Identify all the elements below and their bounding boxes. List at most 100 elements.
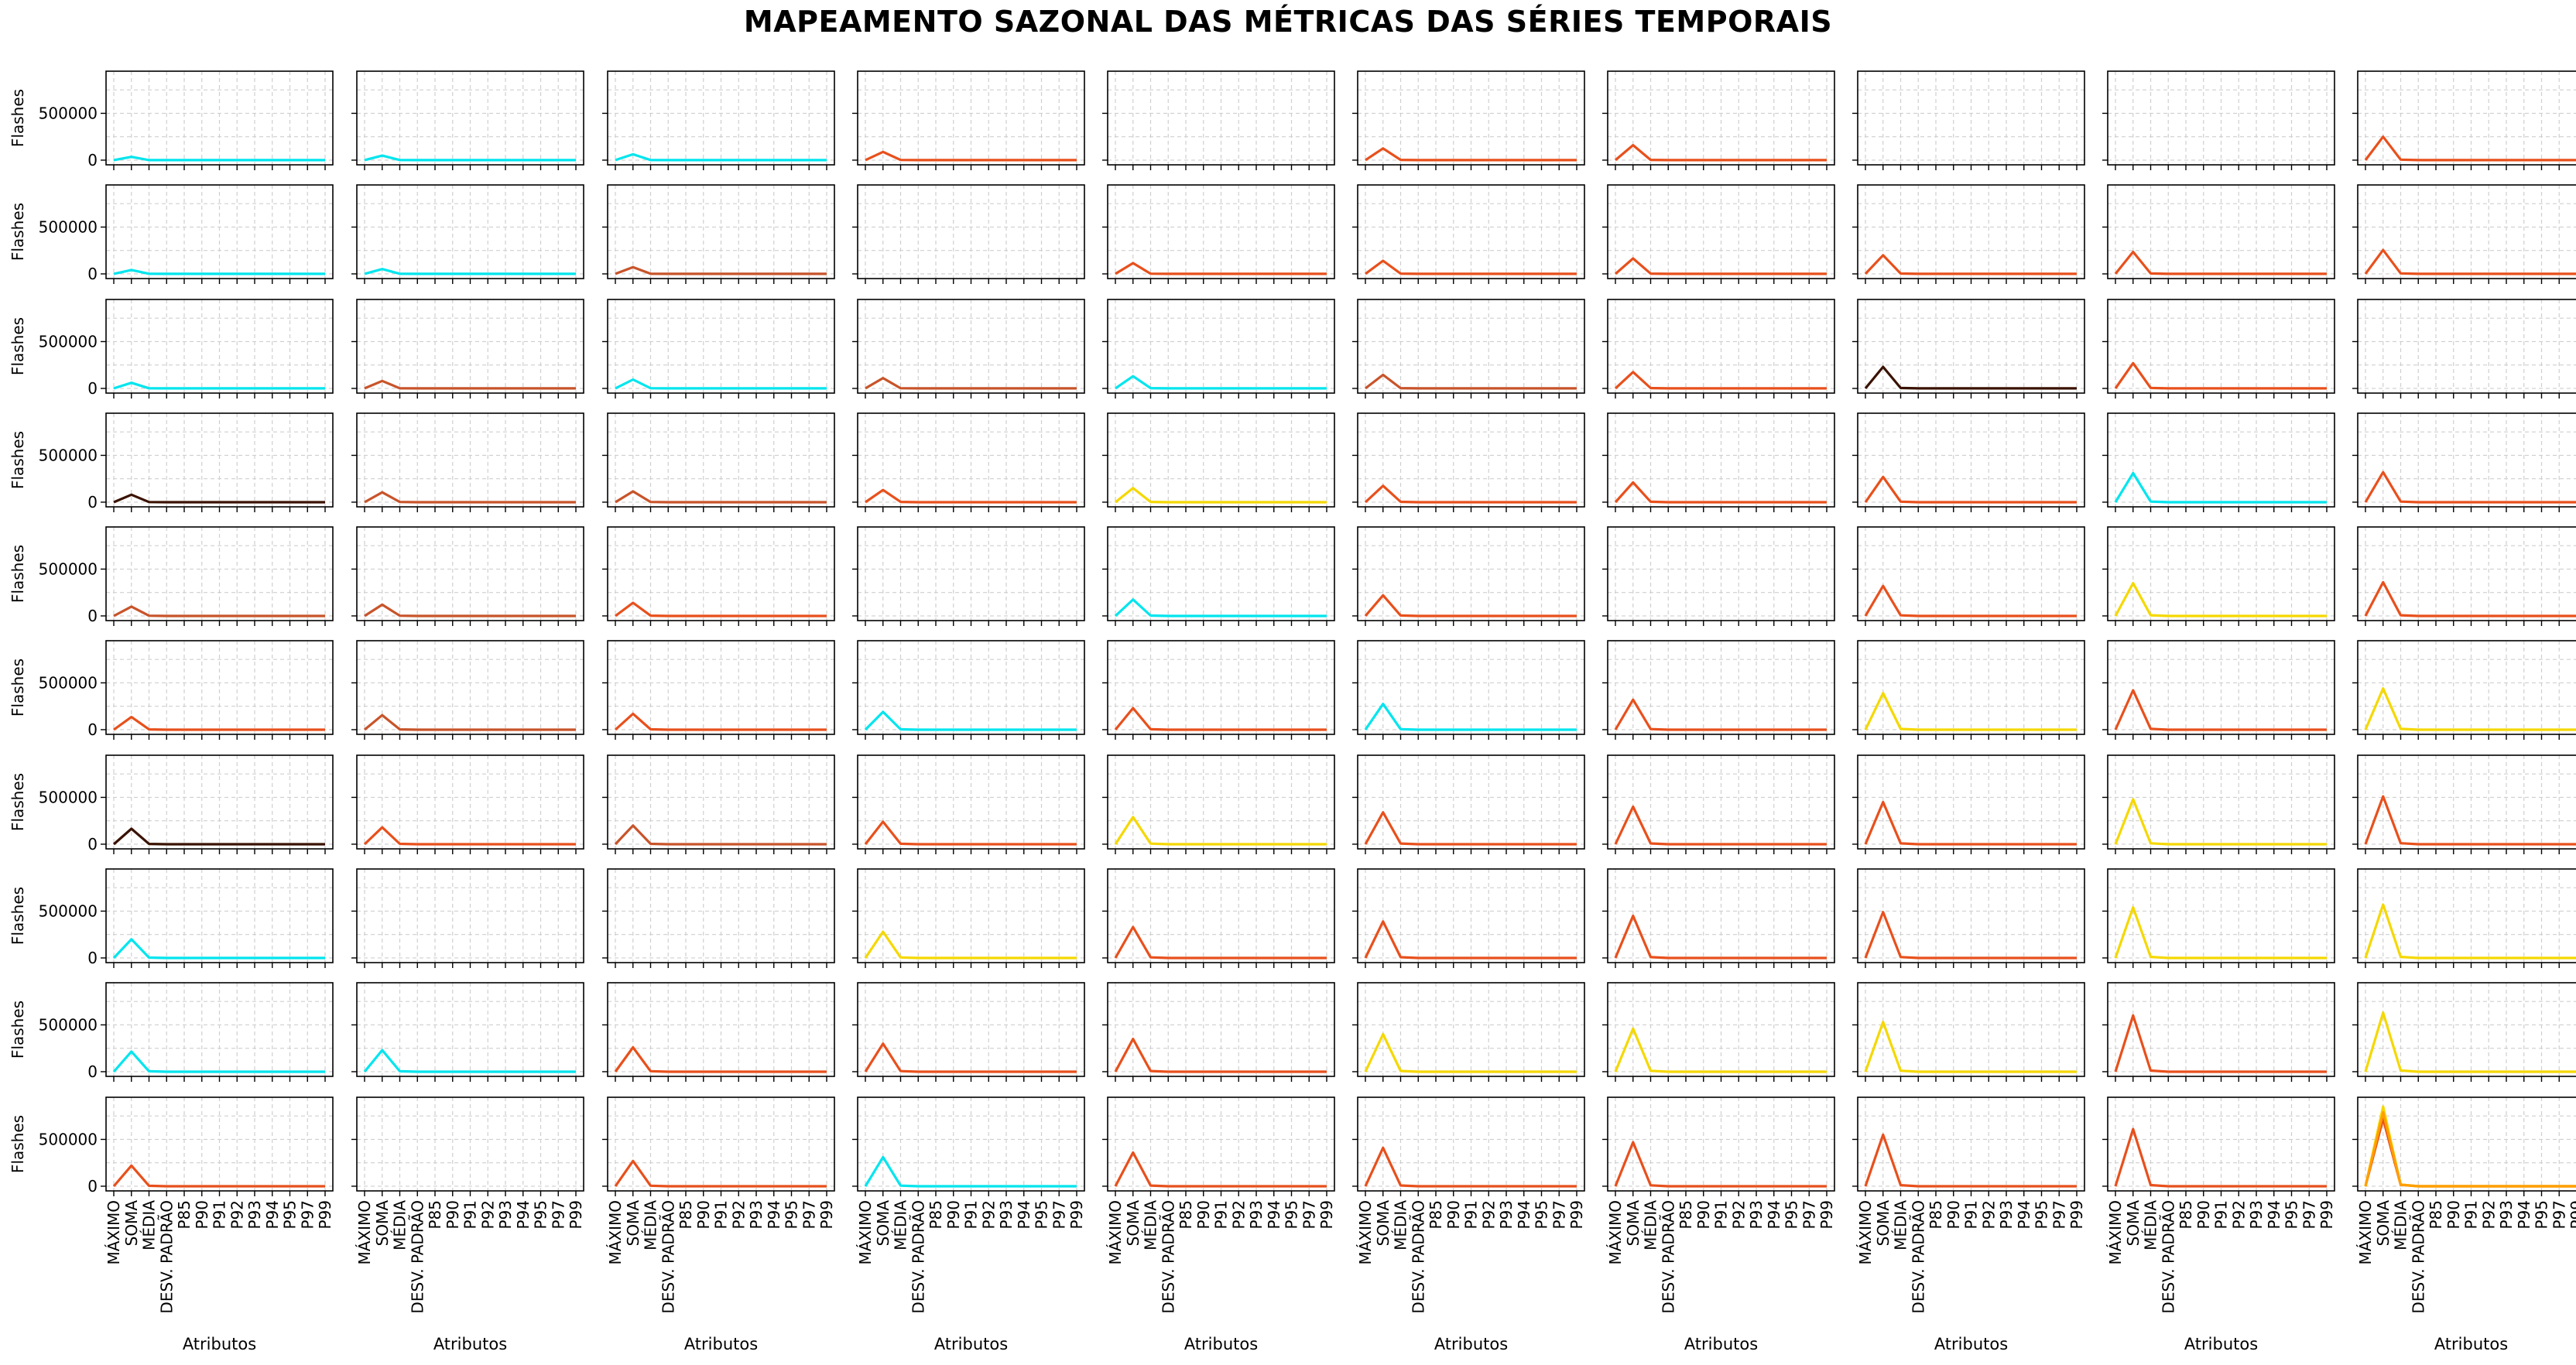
subplot-3-3	[602, 299, 835, 399]
x-tick-label: P90	[1694, 1200, 1713, 1230]
series-line	[1614, 805, 1827, 846]
x-tick-label: P94	[765, 1200, 783, 1230]
subplot-8-2	[351, 868, 584, 968]
subplot-6-6	[1352, 640, 1585, 740]
subplot-7-10	[2352, 754, 2576, 854]
series-line	[2364, 1011, 2576, 1073]
series-line	[2364, 248, 2576, 275]
y-axis-label: Flashes	[9, 1001, 27, 1059]
series-line	[1365, 147, 1577, 162]
x-tick-label: MÁXIMO	[1856, 1200, 1875, 1265]
subplot-5-10	[2352, 526, 2576, 626]
series-line	[364, 603, 576, 618]
series-line	[1114, 598, 1327, 618]
subplot-frame	[2357, 299, 2576, 394]
series-line	[113, 715, 325, 731]
x-tick-label: MÁXIMO	[355, 1200, 374, 1265]
x-tick-label: P90	[694, 1200, 713, 1230]
x-tick-label: DESV. PADRÃO	[157, 1200, 176, 1314]
subplot-2-2	[351, 184, 584, 284]
x-tick-label: P93	[1497, 1200, 1516, 1230]
subplot-4-1: 0 500000 Flashes	[9, 412, 334, 512]
x-tick-label: P97	[2050, 1200, 2068, 1230]
series-line	[364, 154, 576, 162]
y-tick-label: 500000	[39, 217, 98, 236]
series-line	[615, 601, 827, 618]
y-axis-label: Flashes	[9, 1115, 27, 1173]
subplot-1-1: 0 500000 Flashes	[9, 70, 334, 170]
x-tick-label: P95	[1283, 1200, 1301, 1230]
subplot-1-10	[2352, 70, 2576, 170]
x-tick-label: P97	[549, 1200, 567, 1230]
subplot-4-3	[602, 412, 835, 512]
x-tick-label: P90	[1194, 1200, 1213, 1230]
subplot-2-5	[1102, 184, 1335, 284]
series-line	[614, 712, 827, 731]
subplot-7-8	[1852, 754, 2085, 854]
series-line	[112, 1050, 325, 1073]
series-line	[864, 710, 1077, 731]
series-line	[2364, 795, 2576, 846]
subplot-8-4	[852, 868, 1085, 968]
series-line	[1365, 259, 1577, 275]
x-tick-label: MÁXIMO	[2106, 1200, 2125, 1265]
x-tick-label: P94	[2515, 1200, 2533, 1230]
x-tick-label: P99	[1317, 1200, 1336, 1230]
x-tick-label: MÉDIA	[2392, 1200, 2410, 1250]
subplot-3-2	[351, 299, 584, 399]
series-line	[1364, 1146, 1577, 1188]
series-line	[113, 493, 325, 504]
subplot-7-1: 0 500000 Flashes	[9, 754, 334, 854]
y-tick-label: 0	[87, 1177, 98, 1196]
x-tick-label: DESV. PADRÃO	[1659, 1200, 1677, 1314]
subplot-6-4	[852, 640, 1085, 740]
subplot-2-8	[1852, 184, 2085, 284]
x-tick-label: SOMA	[1874, 1200, 1893, 1247]
x-tick-label: P97	[1550, 1200, 1568, 1230]
subplot-9-1: 0 500000 Flashes	[9, 982, 334, 1082]
x-tick-label: DESV. PADRÃO	[659, 1200, 677, 1314]
x-tick-label: MÉDIA	[1392, 1200, 1410, 1250]
series-line	[2364, 580, 2576, 618]
series-line	[2114, 581, 2327, 618]
x-tick-label: MÁXIMO	[606, 1200, 625, 1265]
series-line	[1364, 811, 1577, 846]
x-tick-label: SOMA	[624, 1200, 642, 1247]
x-tick-label: P94	[1515, 1200, 1533, 1230]
subplot-frame	[2357, 982, 2576, 1077]
subplot-1-3	[602, 70, 835, 170]
series-line	[2364, 135, 2576, 162]
x-tick-label: MÁXIMO	[856, 1200, 875, 1265]
series-line	[2114, 1014, 2327, 1073]
series-line	[2114, 689, 2327, 731]
x-tick-label: P95	[2533, 1200, 2551, 1230]
subplot-2-9	[2102, 184, 2335, 284]
subplot-6-1: 0 500000 Flashes	[9, 640, 334, 740]
series-line	[1365, 373, 1577, 390]
chart-title: MAPEAMENTO SAZONAL DAS MÉTRICAS DAS SÉRI…	[743, 5, 1833, 39]
series-line	[1864, 254, 2077, 275]
x-axis-label: Atributos	[1434, 1335, 1508, 1353]
x-tick-label: P99	[817, 1200, 836, 1230]
x-tick-label: MÉDIA	[2142, 1200, 2160, 1250]
x-tick-label: P91	[962, 1200, 981, 1230]
x-tick-label: DESV. PADRÃO	[2409, 1200, 2427, 1314]
y-tick-label: 500000	[39, 559, 98, 578]
x-axis-label: Atributos	[433, 1335, 507, 1353]
x-tick-label: P92	[729, 1200, 748, 1230]
series-line	[112, 1164, 325, 1188]
x-tick-label: P85	[677, 1200, 695, 1230]
x-tick-label: P92	[478, 1200, 497, 1230]
subplot-9-4	[852, 982, 1085, 1082]
subplot-frame	[2357, 412, 2576, 508]
y-axis-label: Flashes	[9, 317, 27, 375]
x-tick-label: P92	[228, 1200, 246, 1230]
x-tick-label: MÉDIA	[140, 1200, 159, 1250]
x-tick-label: P97	[298, 1200, 317, 1230]
x-tick-label: MÉDIA	[391, 1200, 409, 1250]
subplot-6-2	[351, 640, 584, 740]
x-tick-label: P95	[783, 1200, 801, 1230]
y-axis-label: Flashes	[9, 659, 27, 717]
